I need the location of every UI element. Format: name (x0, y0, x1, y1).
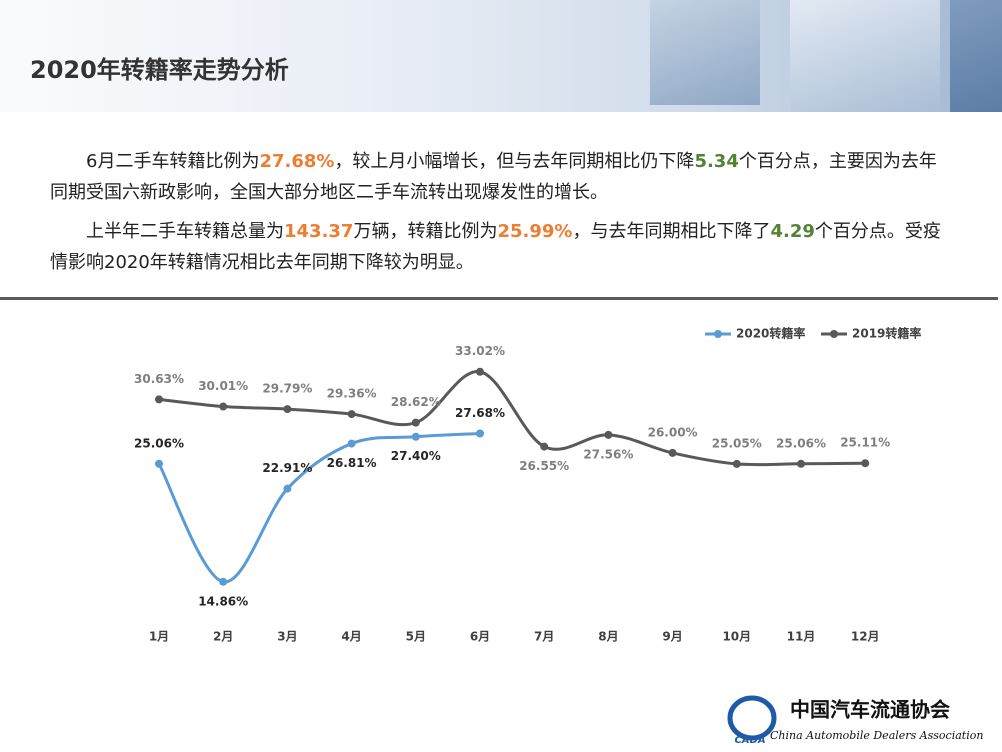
legend-label: 2020转籍率 (736, 326, 805, 341)
data-label: 25.11% (840, 436, 890, 450)
point (155, 395, 163, 404)
data-label: 25.06% (776, 436, 826, 450)
header-band: 2020年转籍率走势分析 (0, 0, 1002, 112)
data-label: 25.05% (712, 436, 762, 450)
point (732, 459, 741, 468)
legend-marker (830, 330, 838, 338)
data-label: 26.00% (648, 425, 698, 439)
x-tick-label: 12月 (851, 630, 880, 644)
x-tick-label: 10月 (722, 630, 751, 644)
x-tick-label: 11月 (787, 630, 816, 644)
decor-cube (950, 0, 1002, 112)
data-label: 26.55% (519, 459, 569, 473)
data-label: 30.01% (198, 379, 248, 393)
highlight: 25.99% (497, 221, 573, 242)
data-label: 26.81% (327, 456, 377, 470)
legend-label: 2019转籍率 (852, 326, 921, 341)
decor-cube (790, 0, 940, 112)
point (668, 448, 677, 457)
highlight: 4.29 (770, 221, 815, 242)
point (347, 439, 356, 448)
point (283, 405, 292, 414)
data-label: 29.79% (262, 382, 312, 396)
data-label: 29.36% (327, 387, 377, 401)
highlight: 143.37 (284, 221, 354, 242)
point (476, 367, 484, 376)
x-tick-label: 7月 (534, 630, 554, 644)
logo-mark (727, 695, 777, 741)
text-run: 6月二手车转籍比例为 (86, 151, 260, 172)
data-label: 33.02% (455, 344, 505, 358)
data-label: 27.40% (391, 449, 441, 463)
point (411, 418, 420, 427)
text-run: 个百分点。受疫情影响2020年转籍情况相比去年同期下降较为明显。 (50, 221, 941, 273)
logo-english: China Automobile Dealers Association (770, 729, 983, 742)
point (347, 410, 356, 419)
paragraph: 6月二手车转籍比例为27.68%，较上月小幅增长，但与去年同期相比仍下降5.34… (50, 146, 950, 208)
divider (0, 297, 998, 300)
data-label: 28.62% (391, 395, 441, 409)
point (476, 429, 484, 438)
x-tick-label: 4月 (341, 630, 361, 644)
data-label: 27.56% (583, 447, 633, 461)
x-tick-label: 5月 (406, 630, 426, 644)
decor-cube (650, 0, 760, 105)
point (219, 402, 228, 411)
point (283, 484, 292, 493)
x-tick-label: 3月 (277, 630, 297, 644)
text-run: 个百分点，主要因为去年同期受国六新政影响，全国大部分地区二手车流转出现爆发性的增… (50, 151, 937, 203)
highlight: 5.34 (694, 151, 739, 172)
point (797, 459, 805, 468)
text-run: ，与去年同期相比下降了 (572, 221, 771, 242)
point (219, 577, 228, 586)
data-label: 22.91% (262, 461, 312, 475)
point (540, 442, 549, 451)
x-tick-label: 8月 (598, 630, 618, 644)
highlight: 27.68% (259, 151, 335, 172)
point (411, 432, 420, 441)
paragraph: 上半年二手车转籍总量为143.37万辆，转籍比例为25.99%，与去年同期相比下… (50, 216, 950, 278)
text-run: 万辆，转籍比例为 (353, 221, 498, 242)
x-tick-label: 6月 (470, 630, 490, 644)
slide-title: 2020年转籍率走势分析 (30, 56, 289, 84)
data-label: 27.68% (455, 406, 505, 420)
text-run: ，较上月小幅增长，但与去年同期相比仍下降 (334, 151, 695, 172)
text-run: 上半年二手车转籍总量为 (86, 221, 284, 242)
point (155, 459, 163, 468)
logo-name: 中国汽车流通协会 (790, 698, 950, 722)
data-label: 14.86% (198, 594, 248, 608)
point (861, 459, 870, 468)
x-tick-label: 2月 (213, 630, 233, 644)
legend-marker (714, 330, 722, 338)
x-tick-label: 1月 (149, 630, 169, 644)
logo: CADA 中国汽车流通协会 China Automobile Dealers A… (727, 695, 983, 746)
point (604, 430, 613, 439)
logo-abbr: CADA (734, 735, 765, 746)
data-label: 25.06% (134, 436, 184, 450)
data-label: 30.63% (134, 372, 184, 386)
x-tick-label: 9月 (662, 630, 682, 644)
